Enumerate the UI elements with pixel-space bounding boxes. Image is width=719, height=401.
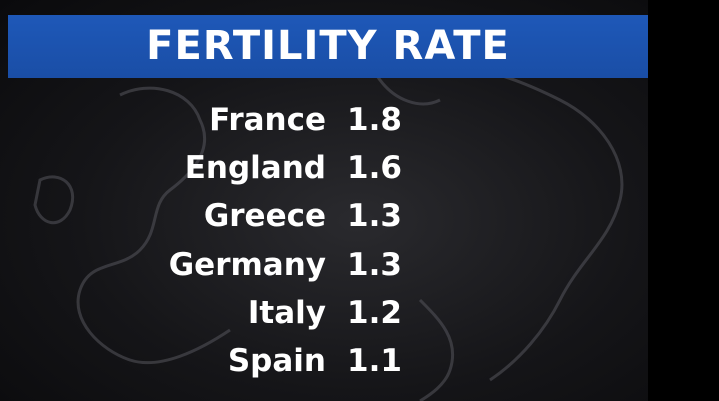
country: Spain xyxy=(227,343,326,379)
table-row: England 1.6 xyxy=(0,146,648,190)
country: England xyxy=(184,150,326,187)
table-row: Greece 1.3 xyxy=(0,194,648,238)
table-row: Spain 1.1 xyxy=(0,339,648,383)
country: Italy xyxy=(247,294,326,331)
table-row: Germany 1.3 xyxy=(0,243,648,287)
country: Greece xyxy=(203,198,326,235)
table-row: France 1.8 xyxy=(0,98,648,142)
table-row: Italy 1.2 xyxy=(0,291,648,335)
title-banner: FERTILITY RATE xyxy=(8,15,648,78)
fertility-rate: 1.8 xyxy=(347,102,402,138)
fertility-rate: 1.1 xyxy=(347,343,402,379)
fertility-rate: 1.6 xyxy=(347,150,402,187)
fertility-rate: 1.2 xyxy=(347,294,402,331)
country: Germany xyxy=(168,246,326,283)
slide: FERTILITY RATE France 1.8 England 1.6 Greece… xyxy=(0,0,648,401)
fertility-rate: 1.3 xyxy=(347,198,402,235)
title: FERTILITY RATE xyxy=(146,23,510,69)
fertility-rate: 1.3 xyxy=(347,246,402,283)
country: France xyxy=(209,102,326,138)
